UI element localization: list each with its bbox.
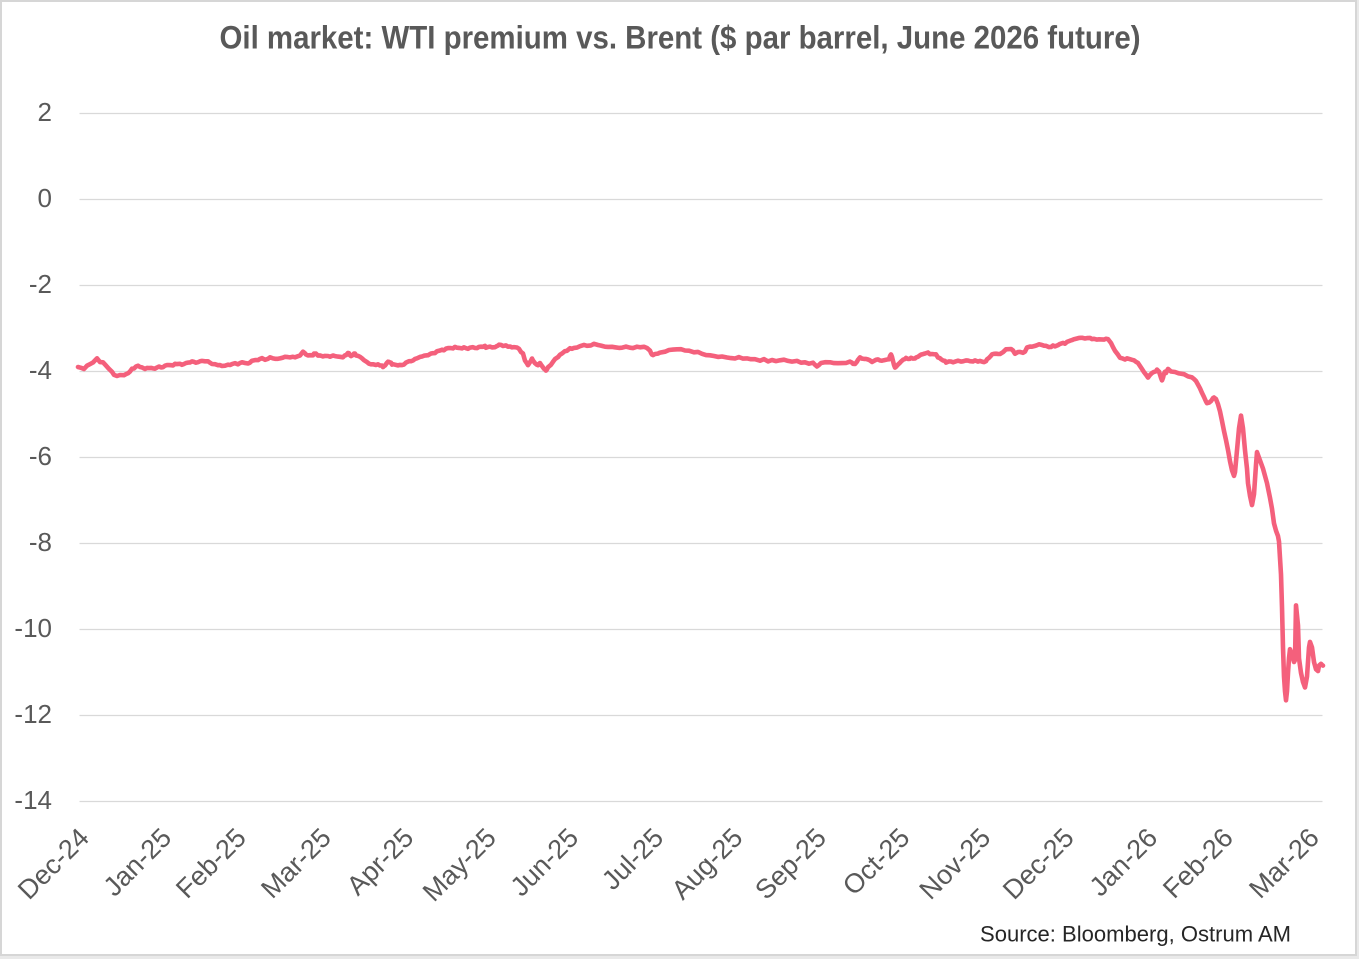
svg-text:-6: -6 (29, 441, 52, 471)
svg-text:-2: -2 (29, 269, 52, 299)
svg-text:Source: Bloomberg, Ostrum AM: Source: Bloomberg, Ostrum AM (980, 922, 1291, 947)
svg-text:-8: -8 (29, 527, 52, 557)
svg-text:-10: -10 (14, 613, 52, 643)
svg-text:-12: -12 (14, 699, 52, 729)
svg-text:-14: -14 (14, 785, 52, 815)
svg-text:Oil market: WTI premium vs. Br: Oil market: WTI premium vs. Brent ($ par… (220, 20, 1141, 56)
svg-text:2: 2 (38, 97, 52, 127)
svg-text:-4: -4 (29, 355, 52, 385)
svg-text:0: 0 (38, 183, 52, 213)
